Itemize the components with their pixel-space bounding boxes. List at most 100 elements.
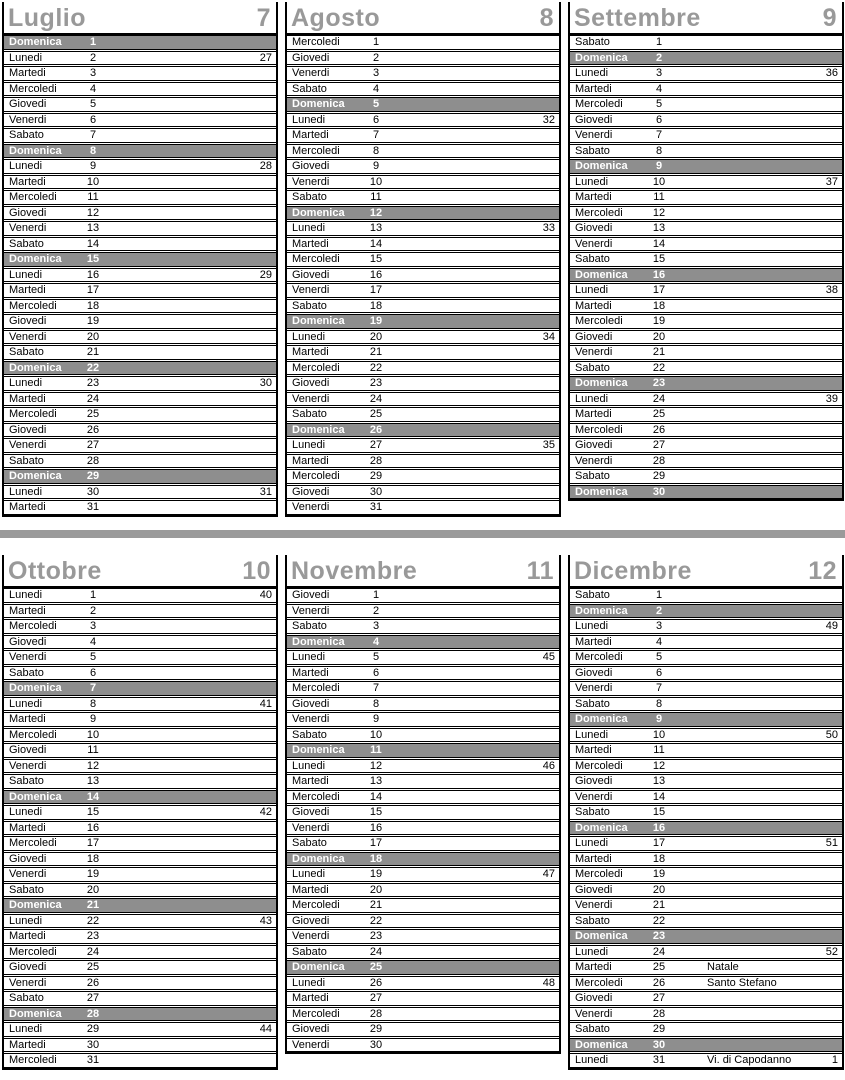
day-name-cell: Venerdi — [575, 129, 613, 142]
day-row: Sabato 1 — [570, 35, 842, 50]
day-name-cell: Venerdi — [292, 821, 330, 834]
day-number-cell: 29 — [86, 1023, 100, 1036]
day-name-cell: Mercoledi — [575, 98, 623, 111]
sunday-row: Domenica 2 — [570, 603, 842, 618]
day-row: Venerdi 14 — [570, 236, 842, 251]
day-number-cell: 6 — [89, 113, 97, 126]
page-separator-bar — [0, 530, 845, 538]
day-number-cell: 29 — [652, 1023, 666, 1036]
day-name-cell: Mercoledi — [9, 82, 57, 95]
day-name-cell: Mercoledi — [9, 620, 57, 633]
day-name-cell: Domenica — [292, 98, 345, 111]
day-row: Sabato 29 — [570, 1022, 842, 1037]
sunday-row: Domenica 2 — [570, 50, 842, 65]
month-header: Dicembre 12 — [570, 555, 842, 586]
month-name: Dicembre — [574, 557, 692, 585]
day-name-cell: Sabato — [292, 191, 327, 204]
day-name-cell: Lunedi — [9, 268, 43, 281]
week-number-cell: 43 — [259, 914, 272, 927]
day-number-cell: 20 — [652, 330, 666, 343]
day-name-cell: Martedi — [9, 67, 46, 80]
month-number: 12 — [808, 557, 837, 585]
day-number-cell: 3 — [655, 67, 663, 80]
day-number-cell: 4 — [372, 82, 380, 95]
day-number-cell: 2 — [655, 51, 663, 64]
day-name-cell: Domenica — [9, 682, 62, 695]
day-number-cell: 28 — [369, 454, 383, 467]
calendar-row-bottom: Ottobre 10 Lunedi 1 40 Martedi 2 Mercoledi 3 Gi… — [2, 555, 844, 1070]
day-number-cell: 7 — [89, 682, 97, 695]
day-number-cell: 11 — [370, 744, 382, 757]
day-row: Giovedi 27 — [570, 438, 842, 453]
sunday-row: Domenica 5 — [287, 97, 559, 112]
day-number-cell: 17 — [86, 837, 100, 850]
month-header: Agosto 8 — [287, 2, 559, 33]
day-row: Martedi 6 — [287, 665, 559, 680]
day-row: Sabato 28 — [4, 453, 276, 468]
day-number-cell: 14 — [86, 237, 100, 250]
holiday-cell: Natale — [707, 961, 739, 974]
day-row: Giovedi 16 — [287, 267, 559, 282]
day-name-cell: Martedi — [575, 744, 612, 757]
day-name-cell: Sabato — [9, 666, 44, 679]
sunday-row: Domenica 25 — [287, 960, 559, 975]
sunday-row: Domenica 26 — [287, 422, 559, 437]
day-number-cell: 27 — [652, 992, 666, 1005]
week-number-cell: 29 — [259, 268, 272, 281]
day-name-cell: Domenica — [292, 423, 345, 436]
day-number-cell: 27 — [369, 439, 383, 452]
month-number: 11 — [526, 557, 554, 585]
day-row: Venerdi 10 — [287, 174, 559, 189]
day-name-cell: Martedi — [9, 821, 46, 834]
day-number-cell: 10 — [86, 728, 100, 741]
day-number-cell: 5 — [89, 98, 97, 111]
day-name-cell: Martedi — [292, 775, 329, 788]
day-name-cell: Giovedi — [292, 806, 330, 819]
day-number-cell: 4 — [655, 82, 663, 95]
day-name-cell: Giovedi — [292, 697, 330, 710]
day-name-cell: Giovedi — [9, 961, 47, 974]
day-row: Mercoledi 19 — [570, 314, 842, 329]
day-name-cell: Lunedi — [9, 485, 43, 498]
day-row: Lunedi 6 32 — [287, 112, 559, 127]
day-number-cell: 3 — [655, 620, 663, 633]
day-row: Mercoledi 24 — [4, 944, 276, 959]
day-name-cell: Domenica — [575, 160, 628, 173]
day-name-cell: Mercoledi — [575, 976, 623, 989]
day-name-cell: Giovedi — [292, 589, 330, 602]
day-row: Sabato 18 — [287, 298, 559, 313]
day-row: Sabato 1 — [570, 588, 842, 603]
day-row: Giovedi 6 — [570, 112, 842, 127]
day-name-cell: Venerdi — [292, 1038, 330, 1051]
day-name-cell: Venerdi — [292, 67, 330, 80]
day-row: Lunedi 31 Vi. di Capodanno 1 — [570, 1053, 842, 1068]
day-number-cell: 14 — [369, 237, 383, 250]
day-number-cell: 30 — [369, 1038, 383, 1051]
day-number-cell: 3 — [372, 67, 380, 80]
day-number-cell: 27 — [86, 439, 100, 452]
day-number-cell: 18 — [369, 299, 383, 312]
day-number-cell: 28 — [652, 454, 666, 467]
day-number-cell: 27 — [86, 992, 100, 1005]
sunday-row: Domenica 14 — [4, 789, 276, 804]
day-row: Martedi 16 — [4, 820, 276, 835]
week-number-cell: 35 — [542, 439, 555, 452]
day-name-cell: Lunedi — [575, 728, 609, 741]
day-number-cell: 26 — [86, 423, 100, 436]
sunday-row: Domenica 16 — [570, 820, 842, 835]
day-row: Martedi 17 — [4, 283, 276, 298]
day-number-cell: 2 — [372, 604, 380, 617]
day-number-cell: 14 — [369, 790, 383, 803]
day-row: Martedi 21 — [287, 345, 559, 360]
day-row: Giovedi 20 — [570, 329, 842, 344]
day-row: Martedi 11 — [570, 743, 842, 758]
day-number-cell: 11 — [653, 191, 665, 204]
day-number-cell: 29 — [652, 470, 666, 483]
day-number-cell: 25 — [369, 408, 383, 421]
day-name-cell: Mercoledi — [575, 423, 623, 436]
day-row: Sabato 27 — [4, 991, 276, 1006]
day-name-cell: Venerdi — [575, 346, 613, 359]
day-row: Martedi 18 — [570, 298, 842, 313]
day-name-cell: Mercoledi — [9, 299, 57, 312]
day-number-cell: 13 — [369, 222, 383, 235]
